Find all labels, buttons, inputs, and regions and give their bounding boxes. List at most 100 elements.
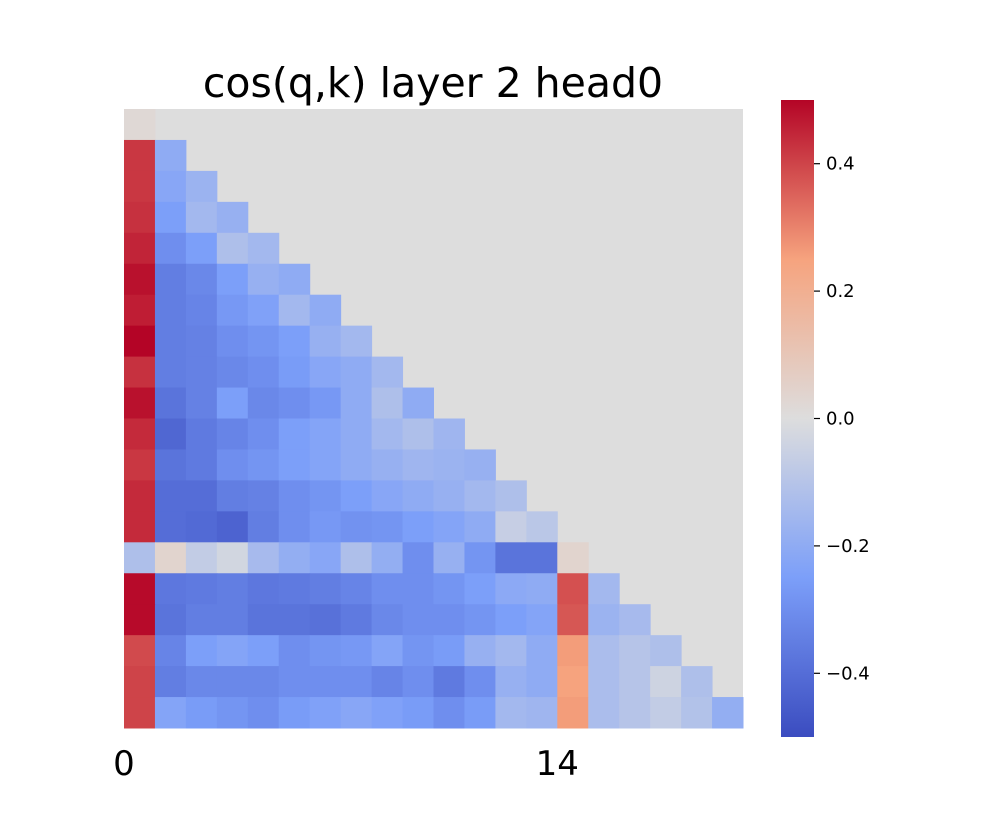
heatmap-cell [371, 387, 404, 419]
heatmap-cell [309, 449, 342, 481]
heatmap-cell [340, 604, 373, 636]
heatmap-cell [278, 635, 311, 667]
heatmap-cell [340, 666, 373, 698]
heatmap-cell [309, 387, 342, 419]
heatmap-cell [247, 356, 280, 389]
heatmap-cell [371, 635, 404, 667]
heatmap-cell [371, 604, 404, 636]
heatmap-cell [185, 542, 218, 574]
heatmap-cell [216, 697, 249, 729]
heatmap-cell [340, 449, 373, 481]
heatmap-cell [185, 356, 218, 389]
heatmap-cell [247, 480, 280, 512]
heatmap-cell [124, 356, 156, 389]
heatmap-cell [185, 449, 218, 481]
heatmap-cell [557, 635, 589, 667]
heatmap-cell [124, 294, 156, 327]
heatmap-cell [464, 697, 496, 729]
heatmap-cell [619, 604, 651, 636]
heatmap-cell [185, 666, 218, 698]
heatmap-cell [185, 387, 218, 419]
heatmap-cell [309, 666, 342, 698]
heatmap-cell [154, 449, 187, 481]
heatmap-cell [185, 232, 218, 265]
heatmap-cell [464, 635, 496, 667]
heatmap-cell [464, 666, 496, 698]
heatmap-cell [526, 542, 558, 574]
heatmap-cell [371, 356, 404, 389]
heatmap-cell [588, 635, 620, 667]
heatmap-cell [154, 170, 187, 203]
heatmap-cell [154, 356, 187, 389]
heatmap-cell [340, 635, 373, 667]
heatmap-cell [557, 666, 589, 698]
heatmap-cell [309, 356, 342, 389]
heatmap-cell [433, 511, 465, 543]
heatmap-cell [340, 418, 373, 450]
heatmap-grid [124, 109, 744, 729]
heatmap-cell [247, 232, 280, 265]
heatmap-cell [185, 573, 218, 605]
heatmap-cell [557, 604, 589, 636]
heatmap-cell [154, 542, 187, 574]
heatmap-cell [495, 666, 527, 698]
heatmap-cell [247, 418, 280, 450]
colorbar-tick-label: 0.4 [826, 154, 855, 175]
heatmap-cell [278, 356, 311, 389]
heatmap-cell [309, 635, 342, 667]
heatmap-cell [340, 697, 373, 729]
heatmap-cell [371, 573, 404, 605]
heatmap-cell [402, 387, 434, 419]
heatmap-cell [154, 139, 187, 172]
heatmap-cell [402, 666, 434, 698]
heatmap-cell [185, 511, 218, 543]
heatmap-cell [278, 697, 311, 729]
heatmap-cell [154, 263, 187, 296]
heatmap-cell [526, 666, 558, 698]
heatmap-cell [154, 325, 187, 358]
heatmap-cell [433, 573, 465, 605]
heatmap-cell [371, 418, 404, 450]
heatmap-cell [185, 170, 218, 203]
heatmap-cell [340, 573, 373, 605]
heatmap-cell [124, 387, 156, 419]
heatmap-cell [495, 697, 527, 729]
heatmap-cell [216, 356, 249, 389]
heatmap-cell [309, 604, 342, 636]
heatmap-cell [124, 511, 156, 543]
heatmap-cell [247, 697, 280, 729]
heatmap-cell [526, 511, 558, 543]
heatmap-cell [433, 480, 465, 512]
heatmap-cell [619, 697, 651, 729]
heatmap-cell [712, 697, 744, 729]
heatmap-cell [464, 511, 496, 543]
heatmap-cell [495, 542, 527, 574]
heatmap-cell [309, 294, 342, 327]
heatmap-cell [433, 635, 465, 667]
colorbar-gradient [781, 100, 814, 737]
heatmap-cell [433, 542, 465, 574]
heatmap-cell [216, 542, 249, 574]
heatmap-cell [464, 449, 496, 481]
heatmap-cell [340, 542, 373, 574]
heatmap-cell [433, 604, 465, 636]
heatmap-cell [278, 604, 311, 636]
colorbar-tick-label: −0.2 [826, 536, 870, 557]
heatmap-cell [185, 418, 218, 450]
heatmap-cell [433, 666, 465, 698]
heatmap-cell [340, 387, 373, 419]
heatmap-cell [309, 511, 342, 543]
heatmap-cell [185, 604, 218, 636]
chart-title: cos(q,k) layer 2 head0 [203, 59, 663, 107]
heatmap-cell [216, 418, 249, 450]
heatmap-cell [433, 449, 465, 481]
heatmap-cell [247, 542, 280, 574]
heatmap-cell [309, 542, 342, 574]
heatmap-cell [154, 697, 187, 729]
heatmap-cell [278, 387, 311, 419]
heatmap-cell [216, 263, 249, 296]
heatmap-cell [216, 387, 249, 419]
heatmap-cell [433, 697, 465, 729]
heatmap-cell [464, 480, 496, 512]
heatmap-cell [216, 635, 249, 667]
